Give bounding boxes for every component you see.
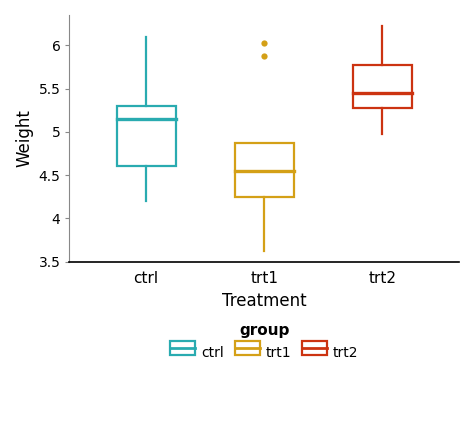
Bar: [353, 65, 412, 109]
Bar: [235, 143, 294, 197]
Y-axis label: Weight: Weight: [15, 109, 33, 167]
Legend: ctrl, trt1, trt2: ctrl, trt1, trt2: [165, 318, 364, 365]
Bar: [117, 106, 176, 166]
X-axis label: Treatment: Treatment: [222, 292, 307, 310]
